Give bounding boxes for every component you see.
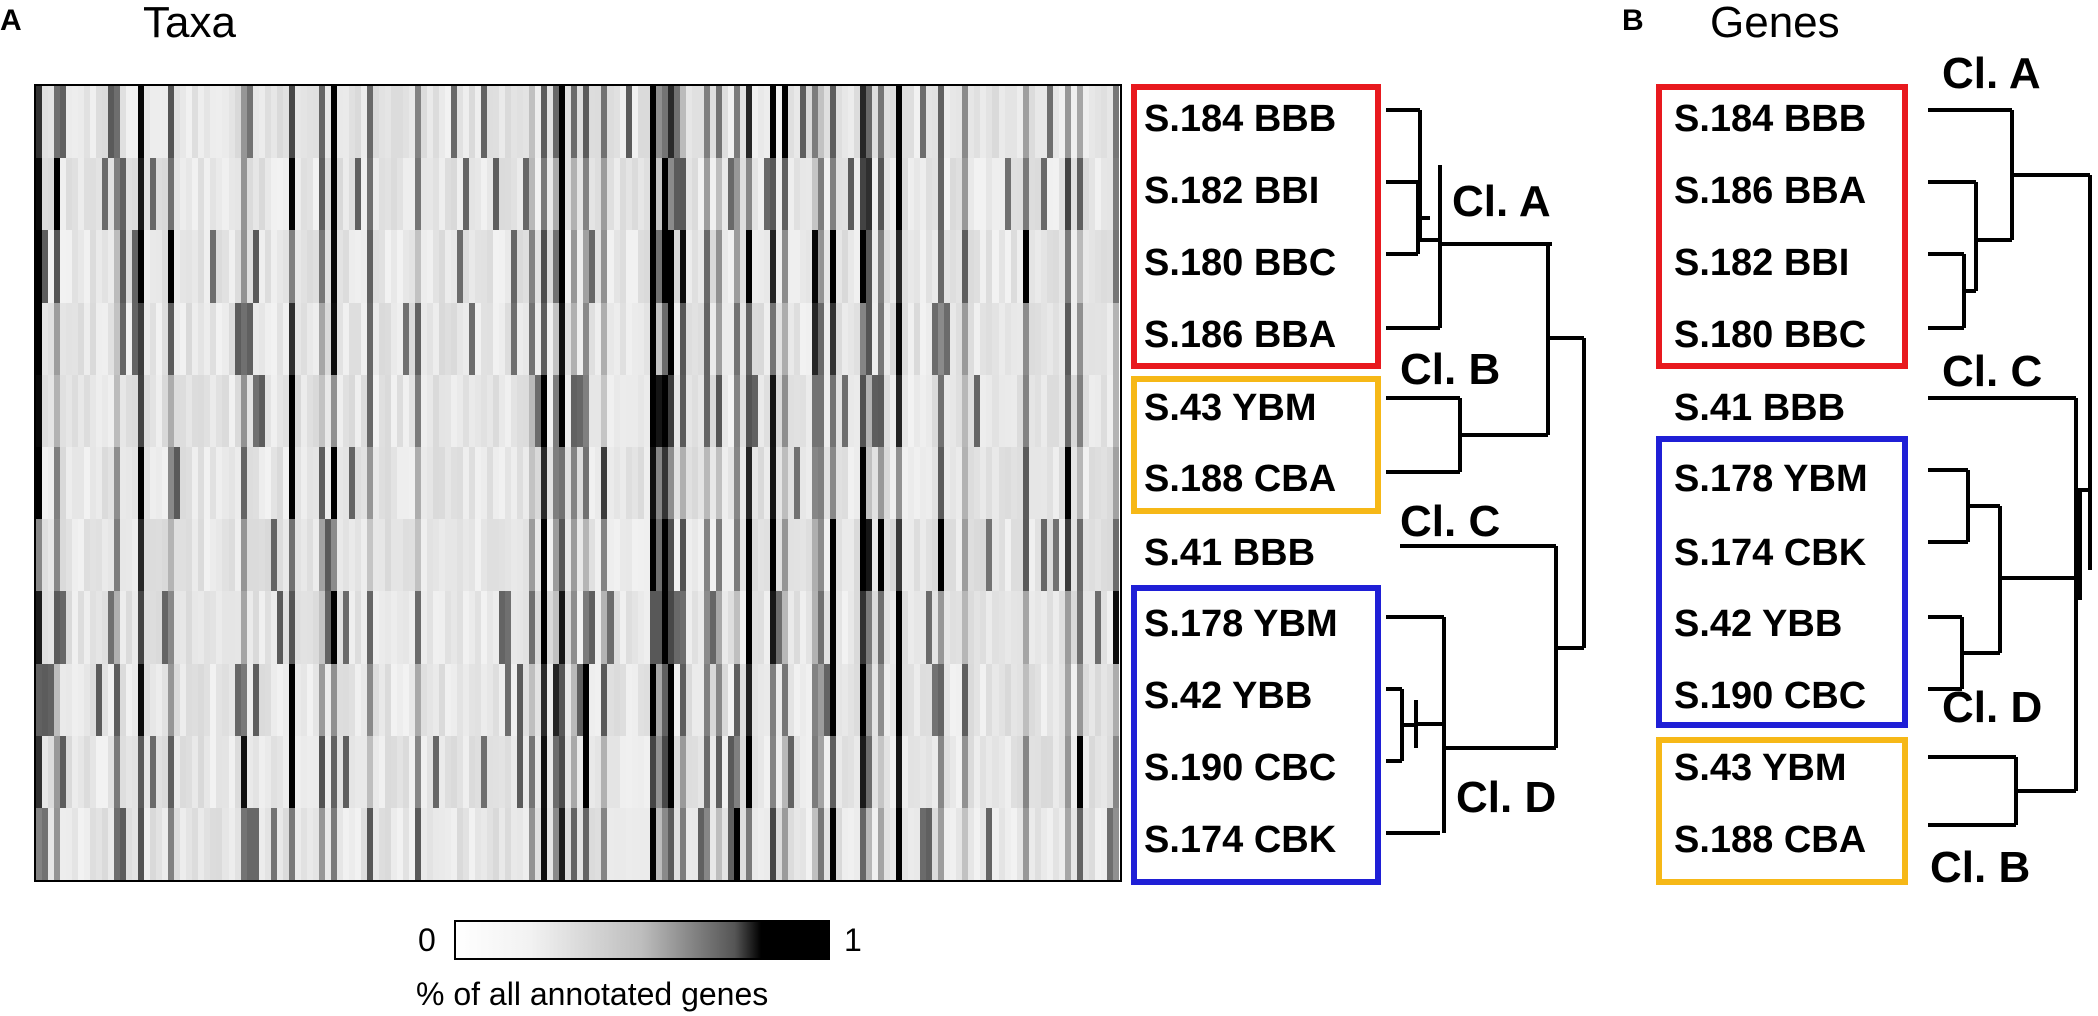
panel-a-row-label: S.182 BBI bbox=[1144, 170, 1320, 212]
panel-a-row-label: S.188 CBA bbox=[1144, 458, 1337, 500]
panel-b-row-label: S.43 YBM bbox=[1674, 747, 1847, 789]
heatmap-row bbox=[36, 735, 1120, 808]
heatmap-row bbox=[36, 591, 1120, 664]
panel-a-row-label: S.41 BBB bbox=[1144, 532, 1316, 574]
colorbar bbox=[454, 920, 830, 960]
panel-a-row-label: S.184 BBB bbox=[1144, 98, 1337, 140]
panel-b-row-label: S.188 CBA bbox=[1674, 819, 1867, 861]
panel-b-row-label: S.182 BBI bbox=[1674, 242, 1850, 284]
panel-a-clade-c-label: Cl. C bbox=[1400, 497, 1501, 546]
panel-b-row-label: S.174 CBK bbox=[1674, 532, 1867, 574]
panel-a-row-label: S.190 CBC bbox=[1144, 747, 1337, 789]
panel-a-row-label: S.42 YBB bbox=[1144, 675, 1313, 717]
panel-b-row-label: S.178 YBM bbox=[1674, 458, 1868, 500]
panel-b-row-label: S.184 BBB bbox=[1674, 98, 1867, 140]
heatmap-row bbox=[36, 807, 1120, 881]
panel-b-clade-a-box bbox=[1656, 84, 1908, 369]
panel-b-row-label: S.41 BBB bbox=[1674, 387, 1846, 429]
panel-b-clade-a-label: Cl. A bbox=[1942, 49, 2041, 98]
heatmap-row bbox=[36, 302, 1120, 375]
panel-b-row-label: S.180 BBC bbox=[1674, 314, 1867, 356]
heatmap-row bbox=[36, 158, 1120, 231]
panel-a-clade-b-box bbox=[1131, 376, 1381, 514]
panel-a-clade-a-box bbox=[1131, 84, 1381, 369]
panel-a-row-label: S.180 BBC bbox=[1144, 242, 1337, 284]
panel-b-clade-b-box bbox=[1656, 737, 1908, 885]
panel-b-row-label: S.186 BBA bbox=[1674, 170, 1867, 212]
panel-a-clade-b-label: Cl. B bbox=[1400, 345, 1501, 394]
panel-a-letter: A bbox=[0, 4, 22, 37]
panel-a-clade-a-label: Cl. A bbox=[1452, 177, 1551, 226]
colorbar-title: % of all annotated genes bbox=[416, 976, 769, 1012]
panel-b-clade-b-label: Cl. B bbox=[1930, 843, 2031, 892]
colorbar-max-label: 1 bbox=[844, 922, 862, 958]
panel-b-title: Genes bbox=[1710, 0, 1840, 47]
panel-b-row-label: S.42 YBB bbox=[1674, 603, 1843, 645]
taxa-heatmap bbox=[34, 84, 1122, 882]
heatmap-row bbox=[36, 86, 1120, 159]
panel-b-row-label: S.190 CBC bbox=[1674, 675, 1867, 717]
panel-a-title: Taxa bbox=[143, 0, 236, 47]
panel-b-clade-d-label: Cl. D bbox=[1942, 683, 2043, 732]
panel-a-row-label: S.43 YBM bbox=[1144, 387, 1317, 429]
panel-a-row-label: S.174 CBK bbox=[1144, 819, 1337, 861]
panel-b-clade-d-box bbox=[1656, 436, 1908, 728]
panel-a-clade-d-box bbox=[1131, 585, 1381, 885]
panel-a-row-label: S.186 BBA bbox=[1144, 314, 1337, 356]
heatmap-row bbox=[36, 230, 1120, 303]
heatmap-row bbox=[36, 374, 1120, 447]
colorbar-min-label: 0 bbox=[418, 922, 436, 958]
panel-a-clade-d-label: Cl. D bbox=[1456, 773, 1557, 822]
heatmap-row bbox=[36, 663, 1120, 736]
heatmap-row bbox=[36, 519, 1120, 592]
heatmap-row bbox=[36, 446, 1120, 520]
panel-b-clade-c-label: Cl. C bbox=[1942, 347, 2043, 396]
panel-a-row-label: S.178 YBM bbox=[1144, 603, 1338, 645]
panel-b-letter: B bbox=[1622, 4, 1644, 37]
